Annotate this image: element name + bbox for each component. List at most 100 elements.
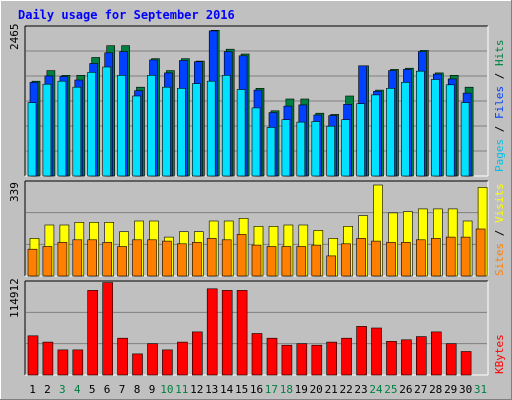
bar-kbytes-day-28 <box>430 331 442 376</box>
bar-kbytes-day-26 <box>401 339 412 376</box>
legend-hits: Hits <box>493 40 506 67</box>
legend: Pages / Files / Hits <box>493 40 506 173</box>
x-tick-label: 9 <box>149 383 156 396</box>
bar-kbytes-day-24 <box>371 327 382 376</box>
bar-pages-day-9 <box>147 75 156 177</box>
bar-sites-day-2 <box>42 246 53 277</box>
bar-sites-day-3 <box>57 242 68 277</box>
bar-kbytes-day-23 <box>356 326 367 376</box>
bar-sites-day-17 <box>266 246 277 277</box>
bar-sites-day-28 <box>430 238 441 277</box>
bar-sites-day-7 <box>117 246 127 277</box>
bar-kbytes-day-20 <box>311 344 323 376</box>
bar-pages-day-11 <box>177 88 186 177</box>
bar-pages-day-8 <box>132 95 141 177</box>
bar-pages-day-27 <box>415 70 425 177</box>
bar-pages-day-13 <box>206 80 216 177</box>
bar-sites-day-13 <box>206 238 217 277</box>
x-tick-label: 21 <box>325 383 338 396</box>
bar-pages-day-4 <box>72 86 82 177</box>
bar-pages-day-23 <box>356 103 365 177</box>
x-tick-label: 4 <box>74 383 81 396</box>
x-axis-day-labels: 1 2 3 4 5 6 7 8 9 10 11 12 13 14 15 16 17 18 19 20 21 22 23 24 2… <box>29 383 487 396</box>
panel-visits-sites <box>24 180 489 277</box>
panel-hits-files-pages <box>24 25 489 177</box>
bar-kbytes-day-10 <box>162 349 173 376</box>
bar-sites-day-20 <box>311 244 322 277</box>
bar-pages-day-6 <box>102 66 111 177</box>
x-tick-label: 14 <box>220 383 234 396</box>
x-tick-label: 30 <box>459 383 472 396</box>
x-tick-label: 5 <box>89 383 96 396</box>
bar-sites-day-19 <box>296 246 307 277</box>
bar-sites-day-14 <box>221 239 232 277</box>
bar-pages-day-12 <box>192 83 201 177</box>
bar-sites-day-9 <box>147 239 157 277</box>
x-tick-label: 10 <box>160 383 173 396</box>
bar-pages-day-17 <box>266 127 276 177</box>
x-tick-label: 18 <box>280 383 293 396</box>
bar-sites-day-6 <box>102 242 112 277</box>
x-tick-label: 15 <box>235 383 248 396</box>
bar-pages-day-24 <box>371 94 380 177</box>
bar-kbytes-day-18 <box>281 344 293 376</box>
bar-pages-day-14 <box>221 75 231 177</box>
bar-kbytes-day-13 <box>206 288 218 376</box>
x-tick-label: 2 <box>44 383 51 396</box>
legend-pages: Pages <box>493 139 506 172</box>
bar-sites-day-21 <box>326 255 337 277</box>
bar-pages-day-21 <box>326 125 336 177</box>
bar-pages-day-1 <box>27 102 37 177</box>
bar-kbytes-day-1 <box>27 335 39 376</box>
bar-pages-day-28 <box>430 79 440 177</box>
x-tick-label: 27 <box>414 383 427 396</box>
bar-kbytes-day-30 <box>460 351 472 376</box>
bar-pages-day-10 <box>162 86 171 177</box>
bar-sites-day-10 <box>162 240 172 277</box>
bar-kbytes-day-5 <box>87 290 98 376</box>
bar-kbytes-day-17 <box>266 337 278 376</box>
bar-kbytes-day-11 <box>177 341 188 376</box>
bar-sites-day-30 <box>460 236 471 277</box>
bar-kbytes-day-2 <box>42 341 54 376</box>
legend-sites: Sites <box>493 243 506 276</box>
legend-separator: / <box>493 223 506 243</box>
x-tick-label: 26 <box>399 383 412 396</box>
bar-kbytes-day-16 <box>251 333 263 376</box>
legends: Pages / Files / Hits Sites / Visits KBytes <box>493 40 506 375</box>
bar-pages-day-18 <box>281 119 291 177</box>
bar-kbytes-day-3 <box>57 349 69 376</box>
x-tick-label: 25 <box>384 383 397 396</box>
bar-sites-day-12 <box>192 242 202 277</box>
x-tick-label: 7 <box>119 383 126 396</box>
ymax-label-visits: 339 <box>8 182 21 202</box>
x-tick-label: 3 <box>59 383 66 396</box>
bar-sites-day-31 <box>475 228 486 277</box>
bar-pages-day-26 <box>401 82 410 177</box>
bar-kbytes-day-22 <box>341 337 352 376</box>
bar-sites-day-8 <box>132 239 142 277</box>
bar-sites-day-27 <box>415 239 426 277</box>
x-tick-label: 11 <box>175 383 188 396</box>
bar-sites-day-16 <box>251 244 262 277</box>
bar-kbytes-day-9 <box>147 343 158 376</box>
bar-kbytes-day-6 <box>102 282 113 376</box>
bar-pages-day-30 <box>460 102 470 177</box>
bar-sites-day-11 <box>177 243 187 277</box>
bar-sites-day-5 <box>87 239 97 277</box>
bar-sites-day-18 <box>281 246 292 277</box>
bar-pages-day-22 <box>341 119 350 177</box>
bar-kbytes-day-7 <box>117 337 128 376</box>
bar-kbytes-day-27 <box>415 336 427 376</box>
x-tick-label: 12 <box>190 383 203 396</box>
bar-sites-day-1 <box>27 248 38 277</box>
legend-visits: Visits <box>493 183 506 223</box>
legend-kbytes: KBytes <box>493 334 506 374</box>
x-tick-label: 22 <box>339 383 352 396</box>
legend: Sites / Visits <box>493 183 506 276</box>
bar-kbytes-day-14 <box>221 290 233 376</box>
x-tick-label: 31 <box>474 383 487 396</box>
x-tick-label: 16 <box>250 383 263 396</box>
bar-pages-day-20 <box>311 121 321 177</box>
x-tick-label: 28 <box>429 383 442 396</box>
